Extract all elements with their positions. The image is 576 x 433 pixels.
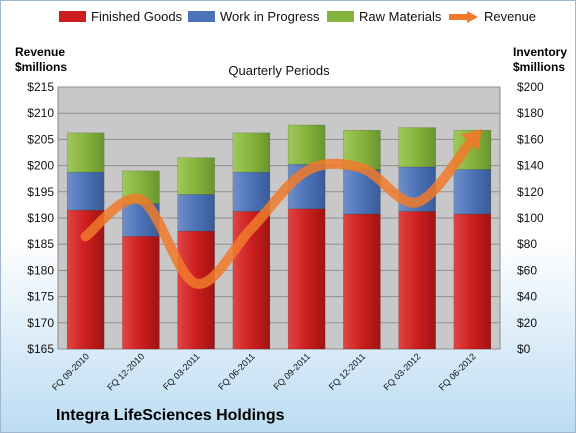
bar-raw-materials: [287, 124, 326, 165]
left-axis-title-line-2: $millions: [15, 60, 68, 74]
right-axis-title: Inventory $millions: [513, 45, 567, 75]
bar-raw-materials: [66, 132, 105, 173]
bar-work-in-progress: [66, 171, 105, 211]
legend-item-raw-materials: Raw Materials: [327, 9, 441, 24]
x-axis-ticks: FQ 09-2010 FQ 12-2010 FQ 03-2011 FQ 06-2011…: [50, 351, 478, 392]
bar-finished-goods: [287, 208, 326, 350]
x-axis-tick-label: FQ 06-2012: [437, 351, 478, 392]
left-axis-tick-label: $215: [27, 80, 54, 94]
bar-work-in-progress: [177, 194, 215, 232]
right-axis-tick-label: $160: [517, 132, 544, 146]
left-axis-tick-label: $205: [27, 132, 54, 146]
bar-raw-materials: [398, 127, 436, 168]
left-axis-tick-label: $175: [27, 290, 54, 304]
legend-swatch-work-in-progress: [188, 11, 215, 22]
x-axis-tick-label: FQ 12-2011: [327, 351, 368, 392]
x-axis-tick-label: FQ 03-2012: [382, 351, 423, 392]
legend-swatch-raw-materials: [327, 11, 354, 22]
right-axis-title-line-1: Inventory: [513, 45, 568, 59]
left-axis-tick-label: $180: [27, 263, 54, 277]
left-axis-tick-label: $185: [27, 237, 54, 251]
legend-item-finished-goods: Finished Goods: [59, 9, 182, 24]
legend-label-finished-goods: Finished Goods: [91, 9, 183, 24]
revenue-line-layer: [80, 128, 482, 289]
right-axis-tick-label: $140: [517, 159, 544, 173]
right-axis-tick-label: $180: [517, 106, 544, 120]
x-axis-tick-label: FQ 09-2011: [271, 351, 312, 392]
legend-label-raw-materials: Raw Materials: [359, 9, 442, 24]
bar-finished-goods: [453, 213, 492, 350]
left-axis-title-line-1: Revenue: [15, 45, 66, 59]
right-axis-tick-label: $80: [517, 237, 537, 251]
left-axis-title: Revenue $millions: [15, 45, 67, 75]
right-axis-tick-label: $200: [517, 80, 544, 94]
revenue-arrowhead: [460, 128, 482, 151]
legend-label-revenue: Revenue: [484, 9, 537, 24]
x-axis-tick-label: FQ 09-2010: [50, 351, 91, 392]
right-axis-tick-label: $0: [517, 342, 531, 356]
legend-swatch-finished-goods: [59, 11, 86, 22]
legend-label-work-in-progress: Work in Progress: [220, 9, 320, 24]
bar-finished-goods: [177, 230, 215, 350]
bar-work-in-progress: [232, 171, 271, 212]
right-axis-tick-label: $120: [517, 185, 544, 199]
left-axis-ticks: $165 $170 $175 $180 $185 $190 $195 $200 $205 $210…: [27, 80, 54, 356]
legend-item-revenue: Revenue: [449, 9, 536, 24]
x-axis-tick-label: FQ 12-2010: [105, 351, 146, 392]
bar-finished-goods: [122, 236, 160, 350]
right-axis-title-line-2: $millions: [513, 60, 566, 74]
bar-finished-goods: [398, 211, 436, 350]
legend: Finished Goods Work in Progress Raw Mate…: [1, 1, 576, 25]
left-axis-tick-label: $210: [27, 106, 54, 120]
x-axis-tick-label: FQ 03-2011: [161, 351, 202, 392]
left-axis-tick-label: $190: [27, 211, 54, 225]
left-axis-tick-label: $195: [27, 185, 54, 199]
right-axis-ticks: $0 $20 $40 $60 $80 $100 $120 $140 $160 $180 $200: [517, 80, 544, 356]
legend-item-work-in-progress: Work in Progress: [188, 9, 319, 24]
revenue-line: [80, 134, 478, 289]
chart-title: Quarterly Periods: [228, 63, 330, 78]
x-axis-tick-label: FQ 06-2011: [216, 351, 257, 392]
left-axis-tick-label: $200: [27, 159, 54, 173]
bar-raw-materials: [177, 157, 215, 195]
company-name: Integra LifeSciences Holdings: [56, 407, 285, 424]
right-axis-tick-label: $20: [517, 316, 537, 330]
bar-work-in-progress: [453, 169, 492, 215]
left-axis-tick-label: $165: [27, 342, 54, 356]
right-axis-tick-label: $100: [517, 211, 544, 225]
bar-raw-materials: [232, 132, 271, 173]
right-axis-tick-label: $40: [517, 290, 537, 304]
right-axis-tick-label: $60: [517, 263, 537, 277]
legend-arrow-revenue: [449, 10, 478, 23]
left-axis-tick-label: $170: [27, 316, 54, 330]
bar-finished-goods: [343, 213, 381, 350]
